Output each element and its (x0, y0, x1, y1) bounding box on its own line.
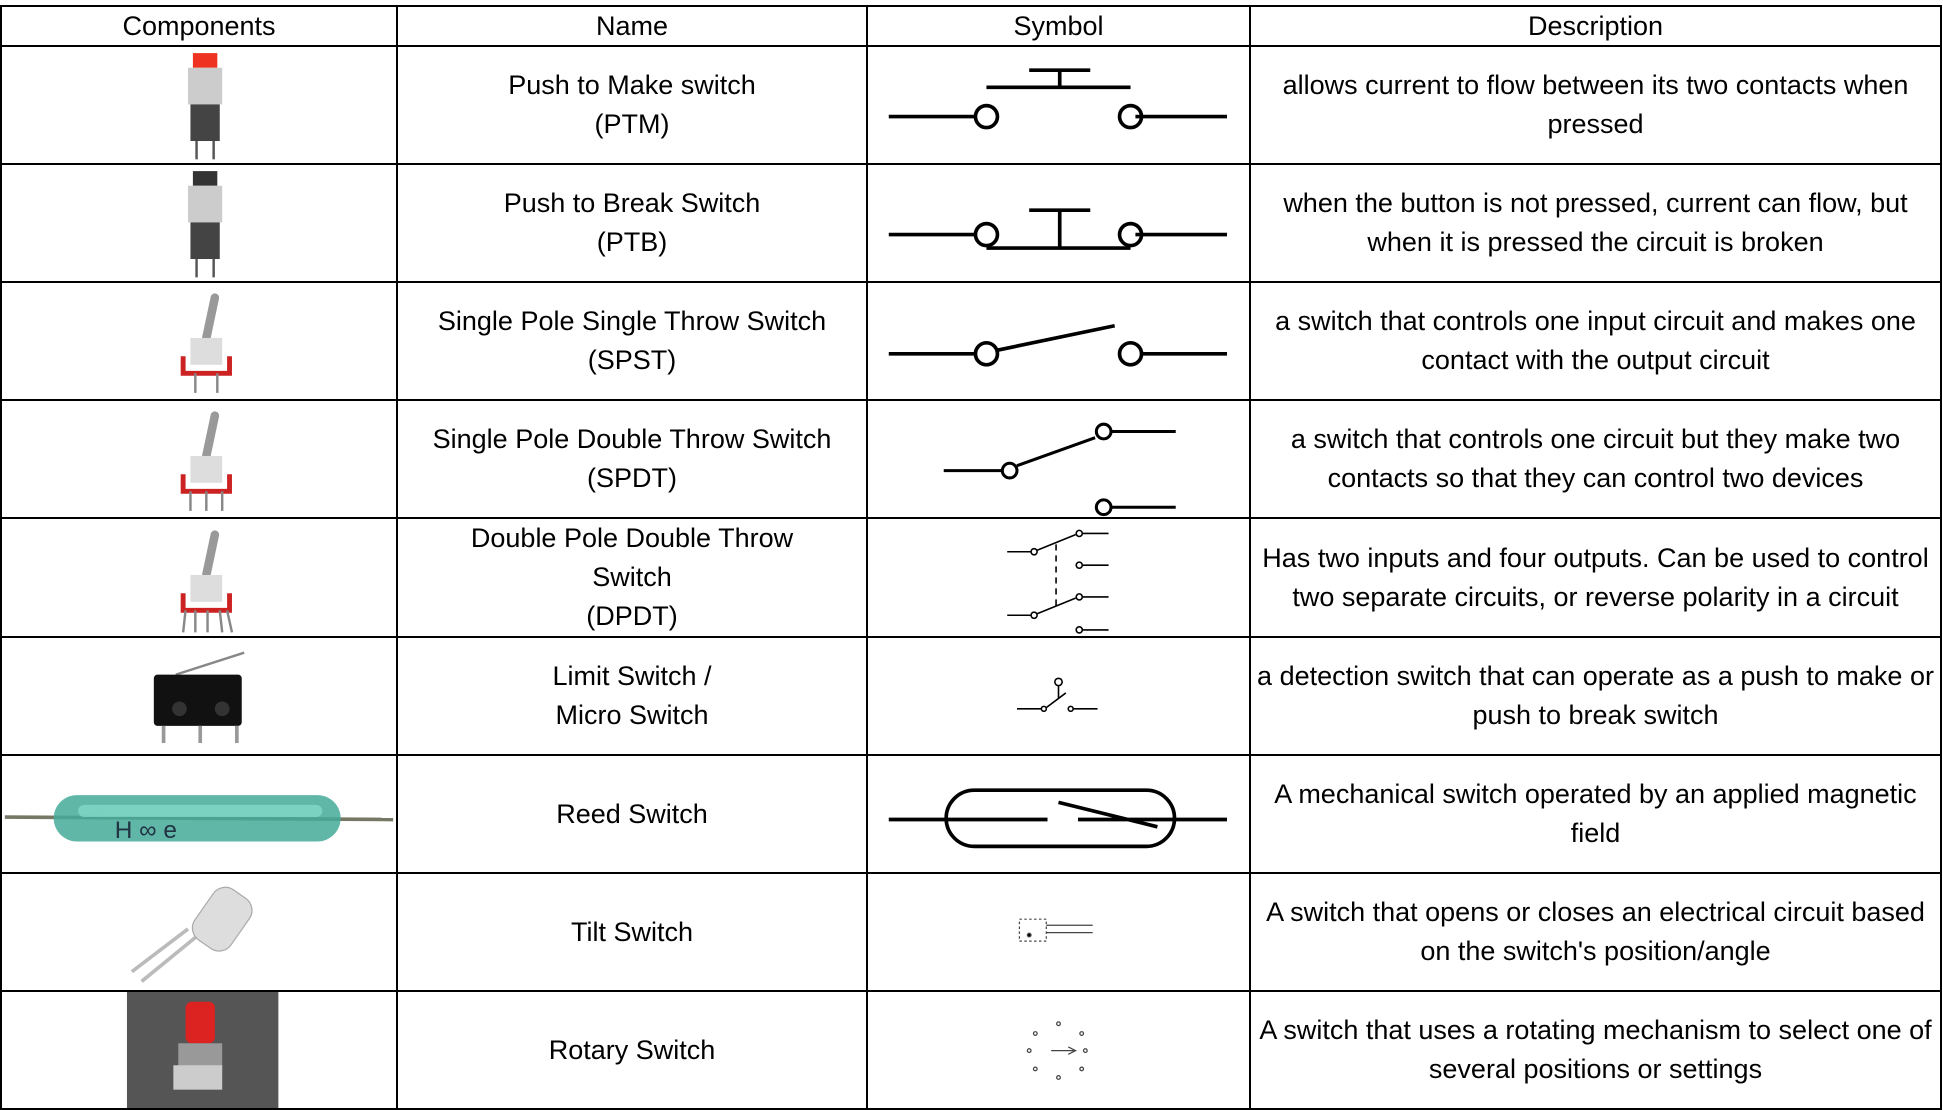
circuit-symbol (943, 422, 1176, 517)
name-cell: Double Pole Double Throw Switch (DPDT) (396, 517, 868, 638)
component-image (188, 53, 223, 160)
component-cell (0, 163, 398, 283)
svg-text:H ∞ e: H ∞ e (115, 817, 177, 844)
component-cell (0, 636, 398, 756)
circuit-symbol (1018, 918, 1093, 942)
description-cell: A switch that uses a rotating mechanism … (1249, 990, 1942, 1110)
symbol-cell (866, 990, 1251, 1110)
component-image (180, 529, 234, 633)
symbol-cell (866, 399, 1251, 519)
name-cell: Push to Break Switch (PTB) (396, 163, 868, 283)
circuit-symbol (1007, 529, 1109, 634)
name-line: Switch (592, 562, 672, 592)
description-cell: A switch that opens or closes an electri… (1249, 872, 1942, 992)
symbol-cell (866, 754, 1251, 874)
symbol-cell (866, 517, 1251, 638)
component-image (180, 411, 232, 511)
name-cell: Push to Make switch (PTM) (396, 45, 868, 165)
description-cell: Has two inputs and four outputs. Can be … (1249, 517, 1942, 638)
description-cell: a detection switch that can operate as a… (1249, 636, 1942, 756)
table-body: Push to Make switch (PTM) allows current t… (0, 45, 1942, 1110)
table-row: H ∞ e Reed Switch A mechanical switch oper… (0, 754, 1942, 874)
component-image: H ∞ e (4, 795, 394, 844)
header-cell: Name (396, 5, 868, 47)
component-image (188, 171, 223, 278)
table-row: Double Pole Double Throw Switch (DPDT) Has … (0, 517, 1942, 638)
header-row: Components Name Symbol Description (0, 5, 1942, 47)
component-cell (0, 45, 398, 165)
description-cell: a switch that controls one circuit but t… (1249, 399, 1942, 519)
description-cell: allows current to flow between its two c… (1249, 45, 1942, 165)
circuit-symbol (888, 208, 1228, 250)
symbol-cell (866, 163, 1251, 283)
component-image (153, 651, 245, 744)
name-line: Rotary Switch (548, 1034, 716, 1065)
name-line: Tilt Switch (570, 916, 693, 947)
name-line: Micro Switch (555, 700, 709, 730)
table-row: Single Pole Double Throw Switch (SPDT) a s… (0, 399, 1942, 519)
table-row: Limit Switch / Micro Switch a detection sw… (0, 636, 1942, 756)
name-cell: Single Pole Double Throw Switch (SPDT) (396, 399, 868, 519)
component-cell (0, 281, 398, 401)
component-image (130, 886, 253, 983)
name-line: Single Pole Double Throw Switch (432, 424, 832, 454)
component-cell (0, 990, 398, 1110)
table-row: Single Pole Single Throw Switch (SPST) a s… (0, 281, 1942, 401)
circuit-symbol (888, 788, 1228, 849)
component-image (180, 293, 232, 393)
switch-table: Components Name Symbol Description Push … (0, 5, 1942, 1110)
component-cell (0, 399, 398, 519)
component-cell (0, 517, 398, 638)
name-cell: Limit Switch / Micro Switch (396, 636, 868, 756)
table-row: Push to Make switch (PTM) allows current t… (0, 45, 1942, 165)
name-line: Push to Make switch (508, 70, 756, 100)
name-line: Reed Switch (556, 798, 708, 829)
name-line: (SPDT) (587, 463, 677, 493)
symbol-cell (866, 45, 1251, 165)
name-cell: Tilt Switch (396, 872, 868, 992)
table-row: Push to Break Switch (PTB) when the button… (0, 163, 1942, 283)
name-cell: Reed Switch (396, 754, 868, 874)
header-cell: Components (0, 5, 398, 47)
description-cell: when the button is not pressed, current … (1249, 163, 1942, 283)
symbol-cell (866, 872, 1251, 992)
symbol-cell (866, 636, 1251, 756)
name-line: (DPDT) (586, 601, 678, 631)
table-row: Tilt Switch A switch that opens or closes… (0, 872, 1942, 992)
description-cell: A mechanical switch operated by an appli… (1249, 754, 1942, 874)
table-row: Rotary Switch A switch that uses a rotati… (0, 990, 1942, 1110)
description-cell: a switch that controls one input circuit… (1249, 281, 1942, 401)
name-line: Single Pole Single Throw Switch (437, 306, 827, 336)
symbol-cell (866, 281, 1251, 401)
name-line: (PTM) (594, 109, 670, 139)
name-cell: Single Pole Single Throw Switch (SPST) (396, 281, 868, 401)
component-image (126, 992, 279, 1108)
circuit-symbol (888, 68, 1228, 130)
name-cell: Rotary Switch (396, 990, 868, 1110)
name-line: Double Pole Double Throw (470, 523, 794, 553)
circuit-symbol (888, 323, 1228, 367)
circuit-symbol (1016, 677, 1098, 713)
header-cell: Symbol (866, 5, 1251, 47)
component-cell: H ∞ e (0, 754, 398, 874)
header-cell: Description (1249, 5, 1942, 47)
name-line: Push to Break Switch (503, 188, 761, 218)
name-line: (SPST) (587, 345, 677, 375)
name-line: (PTB) (596, 227, 668, 257)
component-cell (0, 872, 398, 992)
name-line: Limit Switch / (552, 661, 712, 691)
circuit-symbol (1026, 1021, 1088, 1080)
